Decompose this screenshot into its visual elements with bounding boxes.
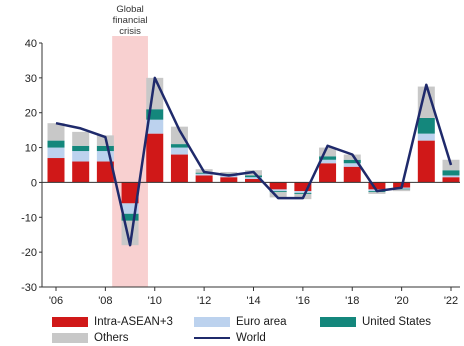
legend: Intra-ASEAN+3 Euro area United States Ot…	[52, 312, 462, 346]
bar-euro-area-2014	[245, 177, 262, 179]
bar-euro-area-2010	[146, 119, 164, 134]
bar-intra-asean-3-2010	[146, 133, 164, 183]
bar-others-2019	[368, 192, 386, 194]
bar-intra-asean-3-2021	[417, 140, 435, 183]
bar-euro-area-2015	[269, 189, 287, 192]
bar-euro-area-2008	[96, 151, 114, 162]
y-tick-label: 20	[25, 108, 37, 120]
bar-others-2015	[269, 192, 287, 198]
crisis-annotation-line: Global	[116, 4, 143, 15]
legend-item-world: World	[194, 331, 266, 345]
bar-intra-asean-3-2019	[368, 182, 386, 190]
bar-euro-area-2022	[442, 175, 460, 178]
legend-swatch-united-states	[320, 317, 356, 327]
legend-label-others: Others	[94, 332, 129, 344]
bar-euro-area-2017	[319, 159, 337, 164]
bar-others-2020	[393, 189, 411, 192]
x-tick-label: '22	[444, 295, 458, 307]
y-tick-label: -30	[21, 282, 37, 294]
bar-intra-asean-3-2018	[343, 166, 361, 183]
bar-united-states-2009	[121, 213, 139, 221]
bar-united-states-2008	[96, 145, 114, 152]
bar-intra-asean-3-2013	[220, 177, 238, 183]
line-layer	[55, 76, 453, 247]
legend-item-united-states: United States	[320, 315, 431, 329]
legend-swatch-intra-asean	[52, 317, 88, 327]
crisis-annotation-line: financial	[113, 15, 148, 26]
line-world	[55, 76, 453, 247]
bar-others-2017	[319, 147, 337, 157]
y-tick-label: 40	[25, 38, 37, 50]
bar-others-2007	[72, 131, 90, 146]
x-tick-label: '12	[197, 295, 211, 307]
x-tick-label: '08	[98, 295, 112, 307]
x-tick-label: '16	[296, 295, 310, 307]
bar-united-states-2018	[343, 159, 361, 164]
legend-item-intra-asean: Intra-ASEAN+3	[52, 315, 173, 329]
bar-intra-asean-3-2009	[121, 182, 139, 204]
bar-euro-area-2007	[72, 151, 90, 162]
legend-label-intra-asean: Intra-ASEAN+3	[94, 316, 173, 328]
bar-others-2006	[47, 123, 65, 141]
bar-united-states-2021	[417, 117, 435, 134]
bar-intra-asean-3-2015	[269, 182, 287, 190]
x-tick-label: '10	[148, 295, 162, 307]
y-tick-label: 10	[25, 143, 37, 155]
bar-euro-area-2021	[417, 133, 435, 141]
legend-label-euro-area: Euro area	[236, 316, 287, 328]
bar-united-states-2010	[146, 109, 164, 120]
axis-layer: -30 -20 -10 0 10 20 30 40 '06 '08 '10 '12 '14 '16 '18 '…	[21, 38, 460, 307]
bar-others-2013	[220, 171, 238, 174]
y-tick-label: -20	[21, 247, 37, 259]
bars-layer	[47, 77, 460, 246]
y-tick-label: 0	[31, 177, 37, 189]
y-tick-label: -10	[21, 212, 37, 224]
bar-euro-area-2011	[170, 147, 188, 155]
legend-swatch-euro-area	[194, 317, 230, 327]
bar-intra-asean-3-2014	[245, 178, 262, 183]
bar-euro-area-2009	[121, 203, 139, 214]
bar-united-states-2016	[294, 192, 312, 194]
bar-euro-area-2018	[343, 163, 361, 167]
bar-euro-area-2016	[294, 191, 312, 193]
bar-intra-asean-3-2012	[195, 175, 213, 183]
x-tick-label: '20	[394, 295, 408, 307]
legend-label-world: World	[236, 332, 266, 344]
y-tick-label: 30	[25, 73, 37, 85]
x-tick-label: '06	[49, 295, 63, 307]
bar-intra-asean-3-2011	[170, 154, 188, 183]
bar-united-states-2015	[269, 191, 287, 193]
bar-intra-asean-3-2017	[319, 163, 337, 183]
bar-intra-asean-3-2016	[294, 182, 312, 192]
legend-item-others: Others	[52, 331, 129, 345]
legend-swatch-others	[52, 333, 88, 343]
legend-swatch-world	[194, 337, 230, 339]
bar-intra-asean-3-2006	[47, 158, 65, 183]
bar-euro-area-2006	[47, 147, 65, 159]
bar-united-states-2022	[442, 170, 460, 176]
x-tick-label: '18	[345, 295, 359, 307]
bar-intra-asean-3-2007	[72, 161, 90, 183]
bar-intra-asean-3-2008	[96, 161, 114, 183]
bar-others-2018	[343, 154, 361, 160]
bar-united-states-2014	[245, 175, 262, 178]
legend-label-united-states: United States	[362, 316, 432, 328]
bar-united-states-2006	[47, 140, 65, 148]
bar-united-states-2007	[72, 145, 90, 152]
x-tick-label: '14	[246, 295, 260, 307]
crisis-annotation-line: crisis	[119, 26, 141, 37]
bar-intra-asean-3-2022	[442, 177, 460, 183]
legend-item-euro-area: Euro area	[194, 315, 287, 329]
bar-united-states-2017	[319, 156, 337, 160]
bar-euro-area-2012	[195, 173, 213, 176]
bar-united-states-2020	[393, 188, 411, 190]
bar-united-states-2011	[170, 144, 188, 148]
